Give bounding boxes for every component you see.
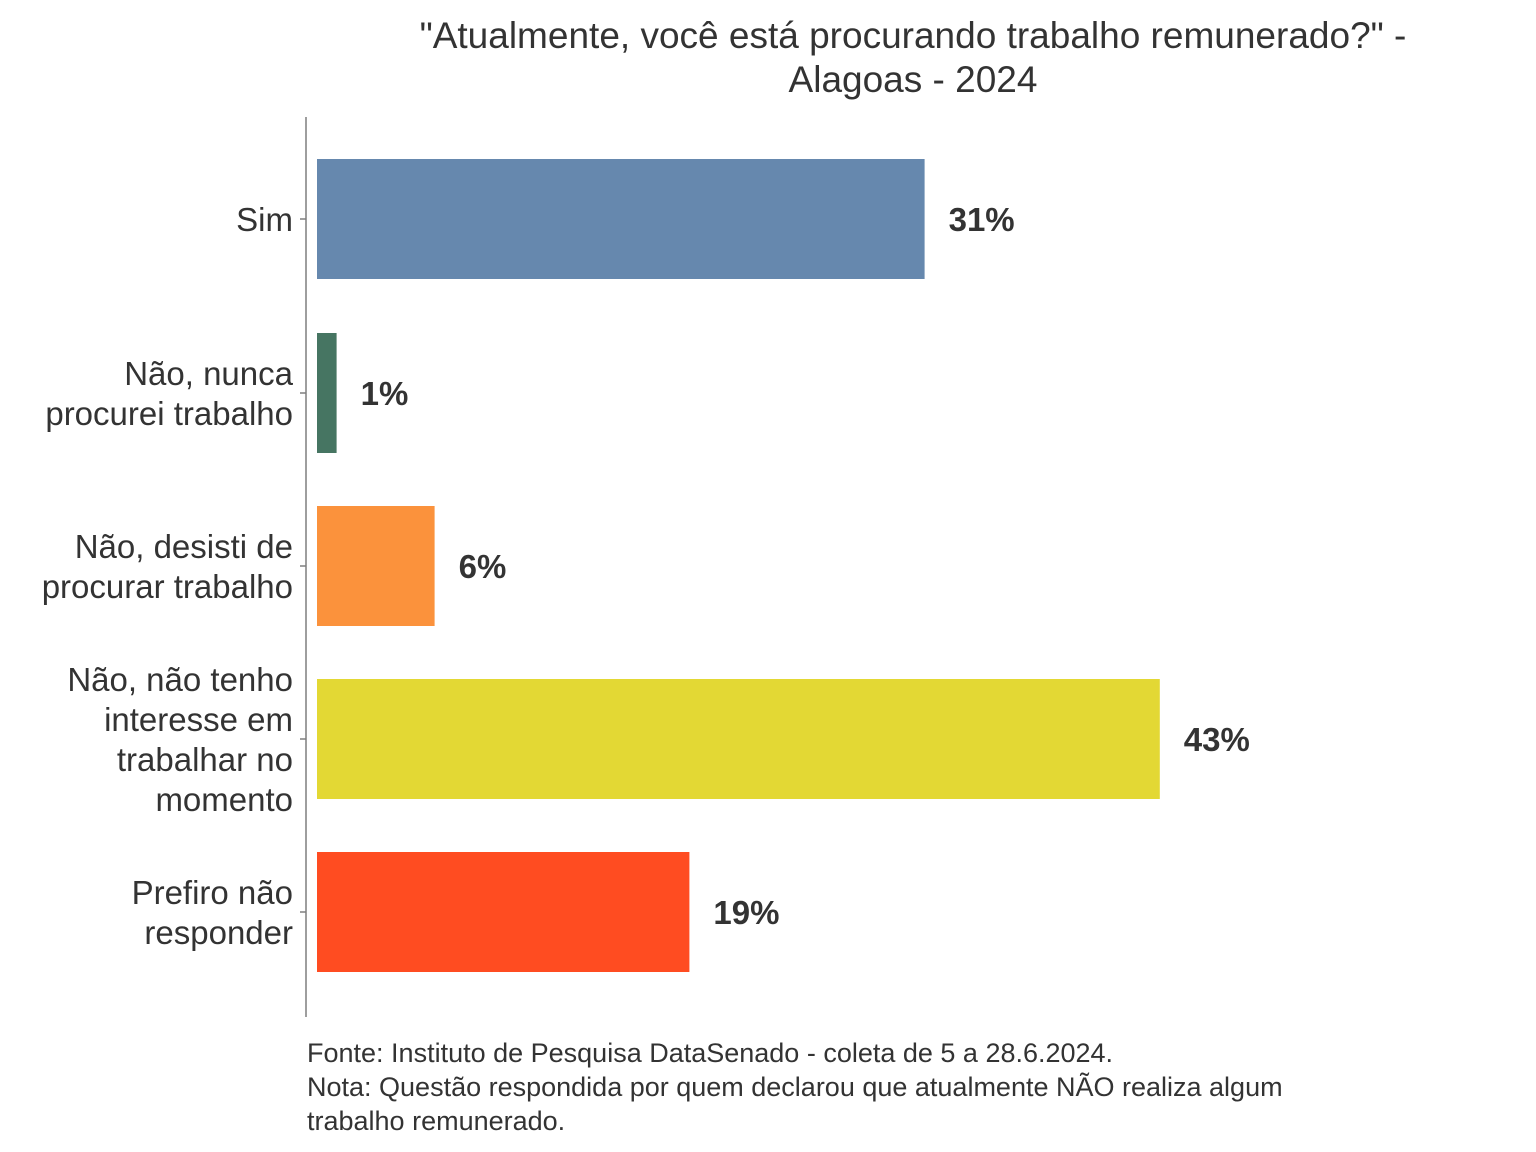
bar xyxy=(317,159,925,279)
bar-value-label: 43% xyxy=(1184,721,1250,758)
category-label: procurar trabalho xyxy=(42,568,293,605)
category-label: Prefiro não xyxy=(132,874,293,911)
chart-caption: Fonte: Instituto de Pesquisa DataSenado … xyxy=(307,1038,1283,1136)
caption-line: Fonte: Instituto de Pesquisa DataSenado … xyxy=(307,1038,1113,1068)
caption-line: trabalho remunerado. xyxy=(307,1106,565,1136)
category-label: Não, não tenho xyxy=(67,661,293,698)
bar-value-label: 19% xyxy=(713,894,779,931)
bar-value-label: 6% xyxy=(459,548,507,585)
bars xyxy=(317,159,1160,972)
bar-value-label: 31% xyxy=(949,201,1015,238)
category-label: Sim xyxy=(236,201,293,238)
category-label: Não, nunca xyxy=(124,355,293,392)
category-label: trabalhar no xyxy=(117,741,293,778)
bar xyxy=(317,333,337,453)
chart-title-line: Alagoas - 2024 xyxy=(789,59,1038,100)
category-label: interesse em xyxy=(104,701,293,738)
bar-value-label: 1% xyxy=(361,375,409,412)
category-label: responder xyxy=(144,914,293,951)
caption-line: Nota: Questão respondida por quem declar… xyxy=(307,1071,1283,1102)
y-axis-ticks xyxy=(300,218,306,913)
chart-title-line: "Atualmente, você está procurando trabal… xyxy=(420,15,1407,56)
data-labels: 31% 1% 6% 43% 19% xyxy=(361,201,1250,931)
chart-title: "Atualmente, você está procurando trabal… xyxy=(420,15,1407,100)
bar xyxy=(317,506,435,626)
category-label: momento xyxy=(155,781,293,818)
bar xyxy=(317,679,1160,799)
category-label: procurei trabalho xyxy=(45,395,293,432)
category-label: Não, desisti de xyxy=(75,528,293,565)
bar xyxy=(317,852,690,972)
